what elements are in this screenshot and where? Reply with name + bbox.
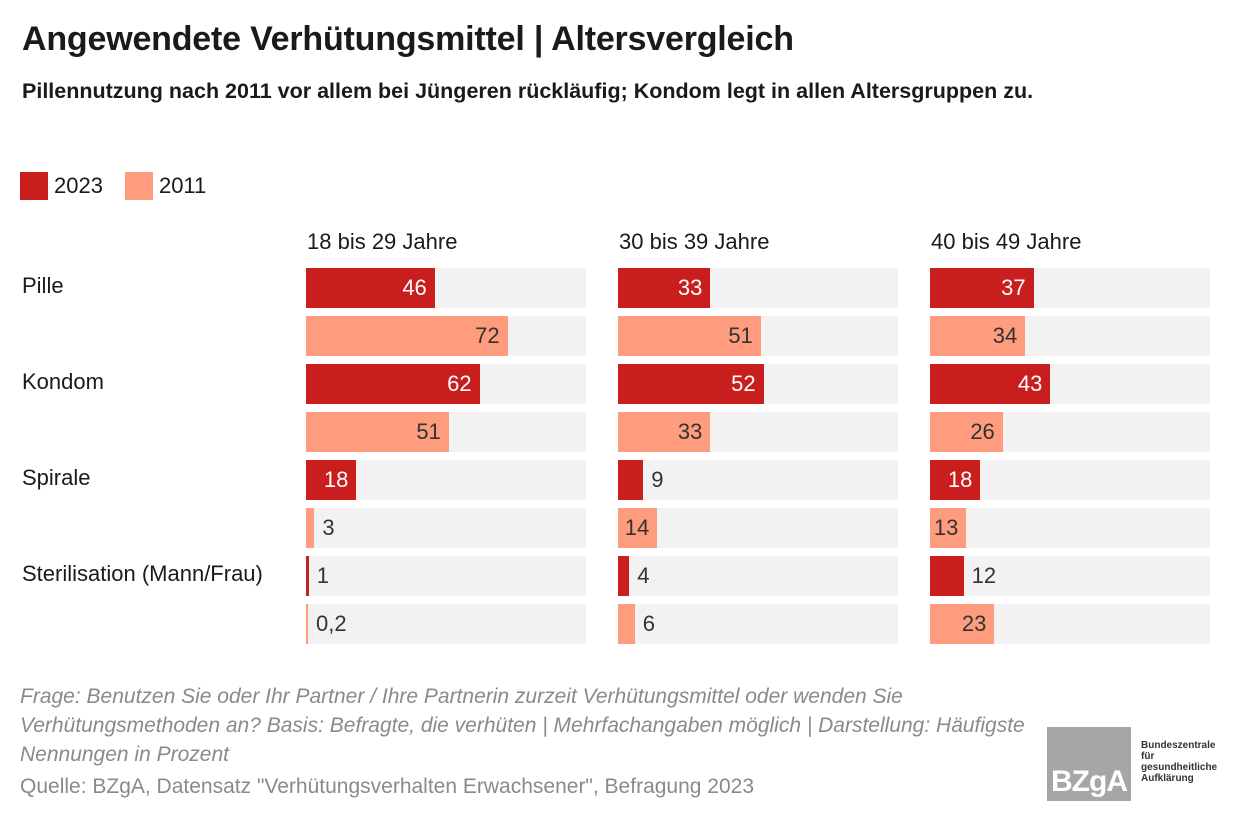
data-label: 26: [970, 419, 995, 444]
data-label: 33: [677, 419, 703, 444]
bar-2023-spirale: [306, 460, 357, 500]
bar-2011-spirale: [618, 508, 658, 548]
bar-track: 33: [618, 268, 898, 308]
bar-track: 18: [306, 460, 586, 500]
chart-title: Angewendete Verhütungsmittel | Altersver…: [22, 20, 794, 58]
data-label: 0,2: [316, 611, 347, 636]
bar-track: 43: [930, 364, 1210, 404]
bzga-logo: BZgA: [1047, 727, 1131, 801]
bar-track: 33: [618, 412, 898, 452]
bar-track: 52: [618, 364, 898, 404]
logo-text-line: Aufklärung: [1141, 773, 1194, 784]
bar-track: 62: [306, 364, 586, 404]
data-label: 43: [1017, 371, 1043, 396]
bar-2011-spirale: [306, 508, 315, 548]
data-label: 12: [971, 563, 997, 588]
bar-track: 26: [930, 412, 1210, 452]
category-label-spirale: Spirale: [22, 465, 91, 490]
bar-2011-spirale: [930, 508, 967, 548]
data-label: 33: [677, 275, 703, 300]
bar-2023-sterilisation-mann-frau: [618, 556, 630, 596]
bar-track: 14: [618, 508, 898, 548]
bar-track: 9: [618, 460, 898, 500]
bar-2023-sterilisation-mann-frau: [930, 556, 964, 596]
bar-2011-sterilisation-mann-frau: [618, 604, 635, 644]
source-note: Quelle: BZgA, Datensatz "Verhütungsverha…: [20, 775, 755, 798]
legend-item-2023: 2023: [20, 172, 103, 200]
data-label: 9: [651, 467, 664, 492]
data-label: 51: [728, 323, 753, 348]
data-label: 51: [416, 419, 441, 444]
bar-2023-spirale: [930, 460, 981, 500]
legend-swatch-2023: [20, 172, 48, 200]
bar-2023-kondom: [930, 364, 1051, 404]
data-label: 6: [642, 611, 656, 636]
footnote: Frage: Benutzen Sie oder Ihr Partner / I…: [20, 685, 1025, 766]
panel-title: 30 bis 39 Jahre: [619, 229, 770, 254]
chart-subtitle: Pillennutzung nach 2011 vor allem bei Jü…: [22, 79, 1034, 103]
bar-track: 13: [930, 508, 1210, 548]
data-label: 13: [933, 515, 959, 540]
panel-title: 40 bis 49 Jahre: [931, 229, 1082, 254]
legend: 2023 2011: [20, 172, 228, 200]
bar-track: 51: [306, 412, 586, 452]
data-label: 72: [475, 323, 500, 348]
bar-2011-pille: [618, 316, 761, 356]
bar-2023-pille: [930, 268, 1034, 308]
category-label-pille: Pille: [22, 273, 64, 298]
category-label-kondom: Kondom: [22, 369, 104, 394]
data-label: 37: [1001, 275, 1026, 300]
bar-track: 23: [930, 604, 1210, 644]
bar-2023-kondom: [306, 364, 480, 404]
bar-track: 37: [930, 268, 1210, 308]
data-label: 62: [447, 371, 472, 396]
logo-text-line: gesundheitliche: [1141, 762, 1218, 773]
bar-2023-spirale: [618, 460, 644, 500]
bar-track: 1: [306, 556, 586, 596]
bar-track: 6: [618, 604, 898, 644]
bar-2011-kondom: [618, 412, 711, 452]
legend-label-2011: 2011: [158, 173, 207, 198]
legend-swatch-2011: [124, 172, 153, 200]
bar-2011-pille: [306, 316, 508, 356]
logo-text: Bundeszentrale für gesundheitliche Aufkl…: [1141, 740, 1217, 784]
bar-2023-pille: [306, 268, 435, 308]
bar-2023-sterilisation-mann-frau: [306, 556, 309, 596]
bar-track: 51: [618, 316, 898, 356]
logo-mark: BZgA: [1051, 765, 1128, 798]
data-label: 52: [731, 371, 756, 396]
data-label: 18: [947, 467, 973, 492]
category-label-sterilisation-mann-frau: Sterilisation (Mann/Frau): [22, 561, 263, 586]
data-label: 34: [992, 323, 1018, 348]
bar-track: 3: [306, 508, 586, 548]
bar-2023-pille: [618, 268, 711, 308]
data-label: 3: [322, 515, 335, 540]
data-label: 23: [961, 611, 987, 636]
bar-track: 34: [930, 316, 1210, 356]
bar-2011-kondom: [306, 412, 449, 452]
bar-track: 18: [930, 460, 1210, 500]
data-label: 1: [316, 563, 330, 588]
bar-track: 0,2: [306, 604, 586, 644]
data-label: 14: [624, 515, 650, 540]
data-label: 4: [637, 563, 650, 588]
logo-text-line: Bundeszentrale: [1141, 740, 1216, 751]
legend-item-2011: 2011: [124, 172, 207, 200]
data-label: 18: [323, 467, 349, 492]
bar-2023-kondom: [618, 364, 764, 404]
panel-title: 18 bis 29 Jahre: [307, 229, 458, 254]
legend-label-2023: 2023: [54, 173, 103, 198]
data-label: 46: [402, 275, 427, 300]
bar-track: 4: [618, 556, 898, 596]
bar-track: 72: [306, 316, 586, 356]
logo-text-line: für: [1141, 751, 1155, 762]
bar-2011-pille: [930, 316, 1026, 356]
bar-track: 46: [306, 268, 586, 308]
bar-2011-kondom: [930, 412, 1003, 452]
bar-2011-sterilisation-mann-frau: [306, 604, 308, 644]
bar-2011-sterilisation-mann-frau: [930, 604, 995, 644]
bar-track: 12: [930, 556, 1210, 596]
